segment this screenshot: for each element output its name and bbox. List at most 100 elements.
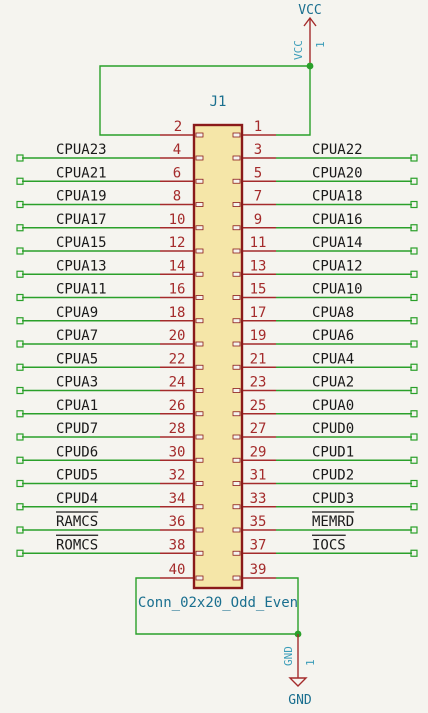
net-label-left: CPUD6	[56, 444, 98, 460]
pin-row[interactable]: CPUA1 26 25 CPUA0	[16, 398, 418, 418]
net-label-left: CPUD7	[56, 421, 98, 437]
net-terminal-left	[16, 456, 24, 464]
gnd-wire[interactable]	[135, 577, 299, 635]
bottom-pin-pair[interactable]: 40 39	[160, 562, 276, 579]
pin-stub-left	[195, 550, 204, 556]
pin-stub-left	[195, 457, 204, 463]
pin-row[interactable]: CPUD5 32 31 CPUD2	[16, 468, 418, 488]
net-terminal-left	[16, 479, 24, 488]
pin-stub-right	[232, 341, 241, 347]
top-pin-pair[interactable]: 2 1	[160, 119, 276, 136]
pin-row[interactable]: CPUA15 12 11 CPUA14	[16, 235, 418, 255]
pin-number-right: 19	[250, 328, 267, 344]
net-label-left: CPUA15	[56, 235, 107, 251]
pin-number-left: 18	[169, 305, 186, 321]
net-label-left: CPUA13	[56, 258, 107, 274]
pin-stub-right	[232, 457, 241, 463]
pin-row[interactable]: CPUA21 6 5 CPUA20	[16, 165, 418, 185]
vcc-pin-label: VCC	[292, 40, 305, 60]
gnd-label: GND	[288, 693, 312, 708]
net-label-left: CPUA19	[56, 189, 107, 205]
pin-number-left: 14	[169, 258, 186, 274]
pin-row[interactable]: CPUA13 14 13 CPUA12	[16, 258, 418, 278]
pin-number-left: 10	[169, 212, 186, 228]
vcc-power-symbol[interactable]: VCC VCC 1	[292, 3, 327, 66]
pin-stub-left	[195, 434, 204, 440]
pin-stub-left	[195, 527, 204, 533]
pin-stub-right	[232, 481, 241, 486]
net-label-left: CPUA5	[56, 351, 98, 367]
pin-number-right: 17	[250, 305, 267, 321]
pin-stub-right	[232, 178, 241, 184]
pin-number-right: 37	[250, 537, 267, 553]
pin-stub-right	[232, 527, 241, 533]
pin-number-left: 12	[169, 235, 186, 251]
gnd-power-symbol[interactable]: GND 1 GND	[282, 634, 317, 708]
pin-number-right: 5	[254, 165, 262, 181]
pin-stub-right	[232, 248, 241, 254]
net-label-right: CPUA14	[312, 235, 363, 251]
net-terminal-right	[410, 247, 418, 255]
vcc-wire-right[interactable]	[276, 66, 311, 136]
pin-stub-left	[195, 318, 204, 324]
pin-stub-left	[195, 504, 204, 510]
pin-number-right: 39	[250, 562, 267, 578]
net-label-right: MEMRD	[312, 514, 354, 530]
net-label-right: IOCS	[312, 537, 346, 553]
net-label-left: CPUA11	[56, 282, 107, 298]
net-terminal-left	[16, 503, 24, 511]
pin-number-right: 33	[250, 491, 267, 507]
net-terminal-left	[16, 340, 24, 348]
component-reference: J1	[210, 94, 227, 110]
pin-number-left: 22	[169, 351, 186, 367]
pin-row[interactable]: CPUD7 28 27 CPUD0	[16, 421, 418, 441]
net-label-left: CPUA3	[56, 375, 98, 391]
net-terminal-left	[16, 549, 24, 557]
net-label-right: CPUA20	[312, 165, 363, 181]
net-label-right: CPUD0	[312, 421, 354, 437]
pin-row[interactable]: CPUA23 4 3 CPUA22	[16, 142, 418, 162]
net-terminal-left	[16, 386, 24, 395]
pin-row[interactable]: CPUA9 18 17 CPUA8	[16, 305, 418, 325]
net-terminal-right	[410, 363, 418, 371]
net-terminal-right	[410, 317, 418, 325]
net-label-left: CPUA21	[56, 165, 107, 181]
pin-row[interactable]: CPUA11 16 15 CPUA10	[16, 282, 418, 302]
vcc-wire-left[interactable]	[99, 65, 310, 136]
pin-row[interactable]: CPUD4 34 33 CPUD3	[16, 491, 418, 511]
pin-row[interactable]: CPUA17 10 9 CPUA16	[16, 212, 418, 232]
net-terminal-right	[410, 293, 418, 302]
pin-stub-right	[232, 550, 241, 556]
pin-number-left: 16	[169, 282, 186, 298]
pin-stub-left	[195, 481, 204, 486]
pin-row[interactable]: CPUD6 30 29 CPUD1	[16, 444, 418, 464]
pin-row[interactable]: CPUA3 24 23 CPUA2	[16, 375, 418, 395]
connector-body[interactable]	[192, 123, 244, 590]
pin-number-right: 31	[250, 468, 267, 484]
pin-number-right: 15	[250, 282, 267, 298]
net-terminal-left	[16, 317, 24, 325]
pin-stub-right	[232, 434, 241, 440]
pin-row[interactable]: CPUA5 22 21 CPUA4	[16, 351, 418, 371]
pin-number-right: 3	[254, 142, 262, 158]
pin-row[interactable]: RAMCS 36 35 MEMRD	[16, 511, 418, 534]
net-label-right: CPUA16	[312, 212, 363, 228]
pin-number-left: 24	[169, 375, 186, 391]
pin-stub-right	[232, 411, 241, 417]
pin-row[interactable]: CPUA7 20 19 CPUA6	[16, 328, 418, 348]
net-terminal-left	[16, 224, 24, 232]
net-terminal-left	[16, 200, 24, 209]
net-label-right: CPUA0	[312, 398, 354, 414]
pin-row[interactable]: CPUA19 8 7 CPUA18	[16, 189, 418, 209]
net-terminal-right	[410, 433, 418, 441]
net-label-right: CPUA2	[312, 375, 354, 391]
pin-number-right: 23	[250, 375, 267, 391]
net-terminal-right	[410, 503, 418, 511]
net-label-left: CPUA1	[56, 398, 98, 414]
pin-row[interactable]: ROMCS 38 37 IOCS	[16, 534, 418, 557]
net-label-left: CPUD4	[56, 491, 98, 507]
net-terminal-left	[16, 363, 24, 371]
pin-number-right: 35	[250, 514, 267, 530]
pin-stub-left	[195, 132, 204, 138]
pin-stub-right	[232, 271, 241, 277]
